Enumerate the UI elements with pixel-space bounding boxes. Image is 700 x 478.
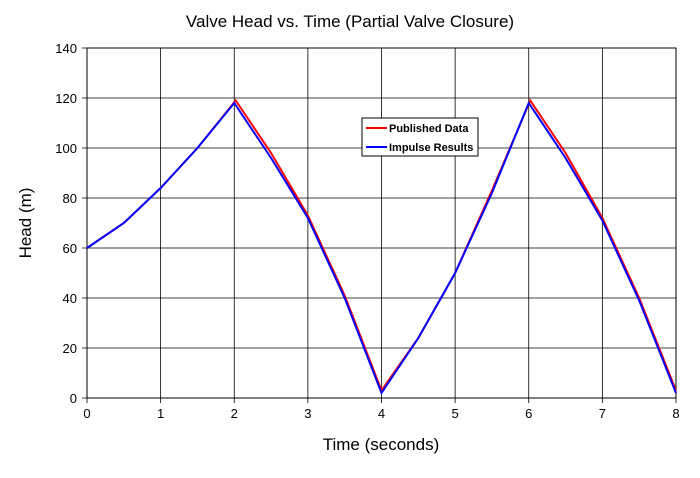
x-tick-label: 1 — [157, 406, 164, 421]
legend-label: Impulse Results — [389, 142, 473, 154]
y-tick-label: 20 — [63, 341, 77, 356]
y-tick-label: 60 — [63, 241, 77, 256]
y-tick-label: 40 — [63, 291, 77, 306]
y-tick-label: 80 — [63, 191, 77, 206]
x-tick-label: 2 — [231, 406, 238, 421]
legend-label: Published Data — [389, 123, 469, 135]
y-tick-label: 140 — [55, 41, 77, 56]
x-tick-label: 4 — [378, 406, 385, 421]
y-tick-label: 100 — [55, 141, 77, 156]
series-line-impulse-results — [86, 100, 677, 396]
x-tick-label: 0 — [83, 406, 90, 421]
x-tick-label: 5 — [452, 406, 459, 421]
x-tick-label: 3 — [304, 406, 311, 421]
x-axis-label: Time (seconds) — [323, 435, 440, 454]
chart-title: Valve Head vs. Time (Partial Valve Closu… — [186, 12, 514, 31]
y-tick-label: 120 — [55, 91, 77, 106]
x-tick-label: 7 — [599, 406, 606, 421]
y-tick-label: 0 — [70, 391, 77, 406]
x-tick-label: 8 — [672, 406, 679, 421]
plot-area — [86, 47, 677, 399]
legend: Published Data Impulse Results — [361, 117, 479, 157]
legend-box — [361, 117, 479, 157]
x-tick-label: 6 — [525, 406, 532, 421]
y-axis-label: Head (m) — [16, 188, 35, 259]
